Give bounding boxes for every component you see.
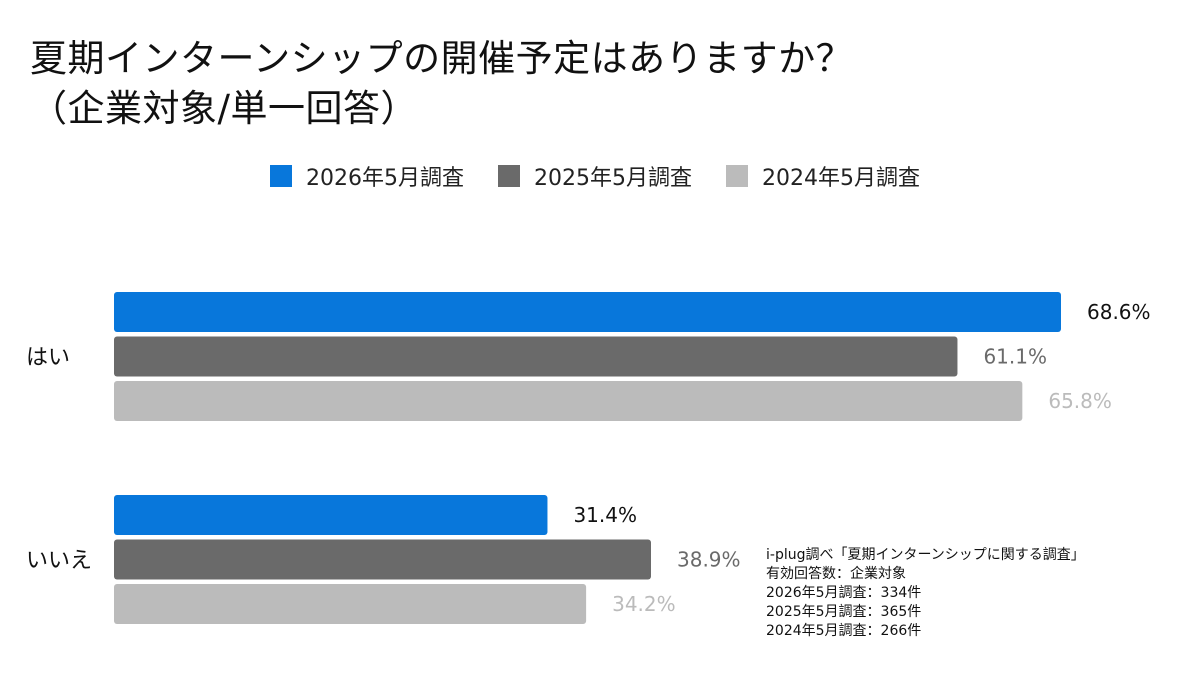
legend-item-2026: 2026年5月調査 — [270, 160, 464, 192]
data-label-yes-2024: 65.8% — [1048, 389, 1112, 413]
bar-no-2026 — [114, 495, 548, 535]
chart-title-line2: （企業対象/単一回答） — [30, 87, 418, 130]
legend-item-2025: 2025年5月調査 — [498, 160, 692, 192]
data-label-no-2024: 34.2% — [612, 592, 676, 616]
bar-yes-2026 — [114, 292, 1061, 332]
note-line-2025-count: 2025年5月調査：365件 — [766, 604, 922, 620]
bar-no-2024 — [114, 584, 587, 624]
bar-yes-2024 — [114, 381, 1023, 421]
data-label-yes-2025: 61.1% — [983, 345, 1047, 369]
legend-swatch-2024 — [726, 165, 748, 187]
bar-yes-2025 — [114, 336, 958, 377]
data-label-no-2026: 31.4% — [573, 503, 637, 527]
note-line-2026-count: 2026年5月調査：334件 — [766, 585, 922, 601]
legend-swatch-2026 — [270, 165, 292, 187]
chart-title: 夏期インターンシップの開催予定はありますか？ （企業対象/単一回答） — [30, 34, 853, 134]
note-line-2024-count: 2024年5月調査：266件 — [766, 623, 922, 639]
category-label-no: いいえ — [26, 549, 92, 574]
category-label-yes: はい — [26, 346, 70, 371]
bar-no-2025 — [114, 539, 652, 580]
source-note: i-plug調べ「夏期インターンシップに関する調査」 有効回答数：企業対象 20… — [766, 546, 1085, 641]
chart-legend: 2026年5月調査 2025年5月調査 2024年5月調査 — [270, 160, 954, 192]
chart-title-line1: 夏期インターンシップの開催予定はありますか？ — [30, 37, 854, 80]
note-line-source: i-plug調べ「夏期インターンシップに関する調査」 — [766, 547, 1085, 563]
legend-label-2026: 2026年5月調査 — [306, 166, 464, 191]
legend-label-2024: 2024年5月調査 — [762, 166, 920, 191]
data-label-no-2025: 38.9% — [677, 548, 741, 572]
legend-item-2024: 2024年5月調査 — [726, 160, 920, 192]
note-line-responses: 有効回答数：企業対象 — [766, 566, 906, 582]
legend-swatch-2025 — [498, 165, 520, 187]
data-label-yes-2026: 68.6% — [1087, 300, 1151, 324]
legend-label-2025: 2025年5月調査 — [534, 166, 692, 191]
